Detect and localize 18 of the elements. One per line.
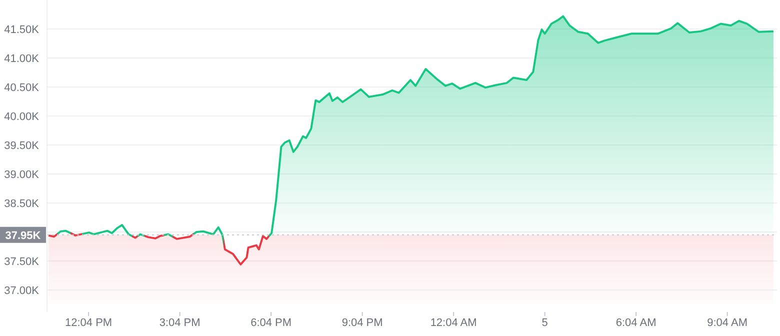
x-tick-label: 3:04 PM <box>159 316 200 329</box>
y-tick-label: 37.00K <box>4 284 40 297</box>
y-tick-label: 40.50K <box>4 82 40 94</box>
y-tick-label: 38.50K <box>4 198 40 210</box>
y-tick-label: 37.50K <box>4 256 40 268</box>
ref-line-label: 37.95K <box>5 230 41 242</box>
x-tick-label: 9:04 AM <box>707 316 748 329</box>
y-tick-label: 40.00K <box>4 110 40 123</box>
x-tick-label: 12:04 PM <box>65 316 112 329</box>
y-tick-label: 41.50K <box>4 24 40 36</box>
y-tick-label: 41.00K <box>4 52 40 65</box>
x-tick-label: 5 <box>542 316 548 329</box>
x-tick-label: 12:04 AM <box>430 316 477 329</box>
y-tick-label: 39.00K <box>4 168 40 181</box>
x-tick-label: 9:04 PM <box>342 316 383 329</box>
x-tick-label: 6:04 AM <box>616 316 656 329</box>
y-tick-label: 39.50K <box>4 140 40 152</box>
x-tick-label: 6:04 PM <box>250 316 292 329</box>
